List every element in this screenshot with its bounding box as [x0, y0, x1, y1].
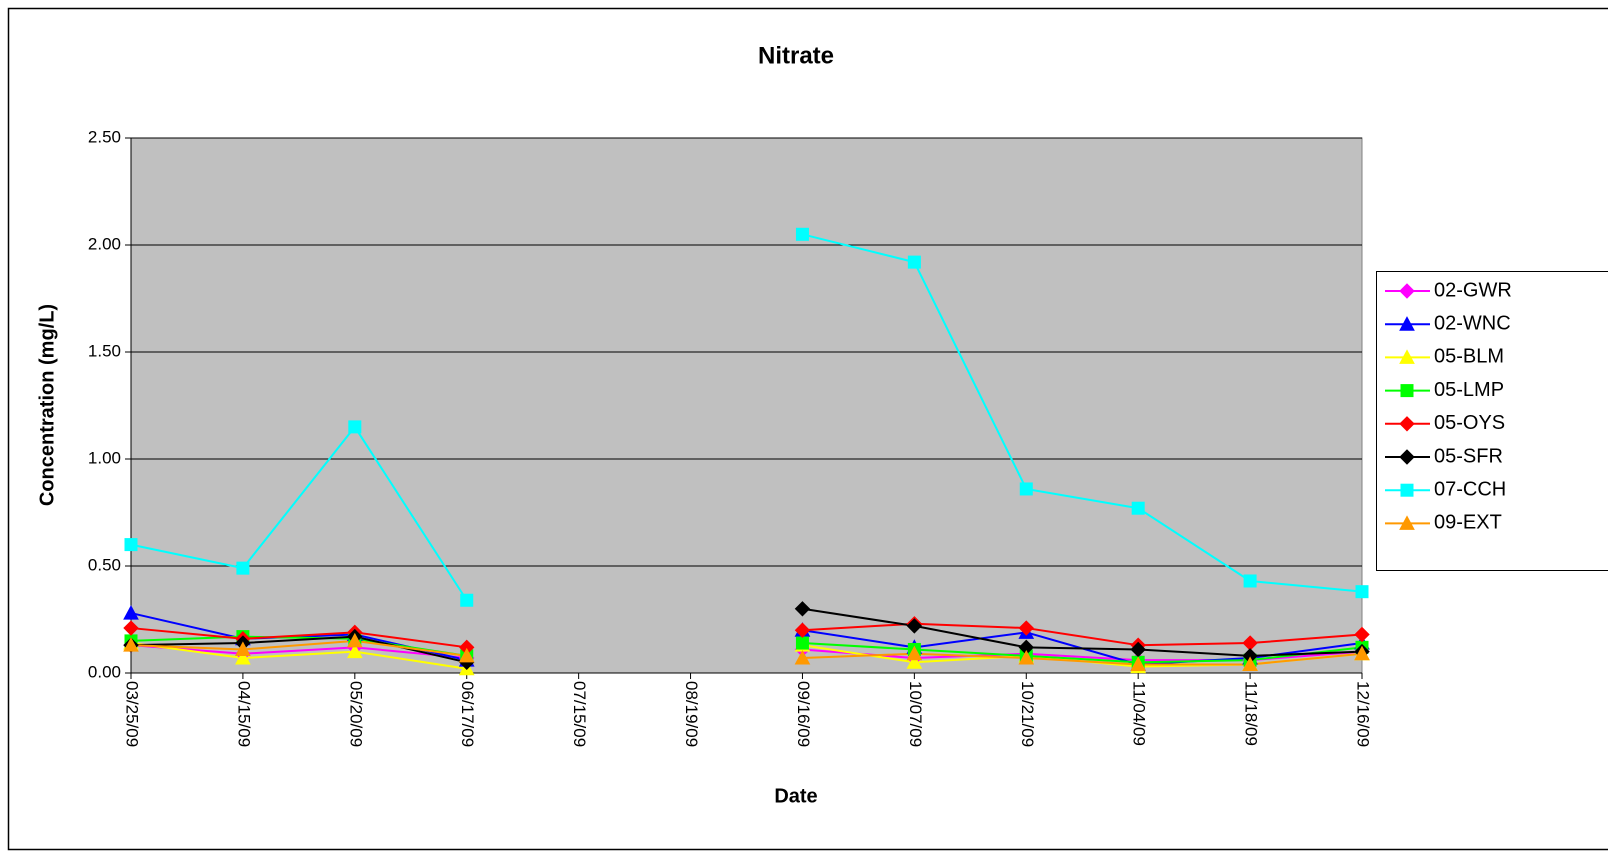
- plot-area: [130, 137, 1363, 674]
- data-point: [1018, 649, 1035, 665]
- x-tick-label: 10/07/09: [906, 681, 925, 747]
- legend-label: 05-OYS: [1434, 412, 1505, 434]
- x-tick-label: 09/16/09: [794, 681, 813, 747]
- chart-title: Nitrate: [758, 42, 834, 69]
- x-tick-label: 05/20/09: [346, 681, 365, 747]
- legend-label: 05-BLM: [1434, 346, 1504, 368]
- legend-marker: [1399, 515, 1415, 530]
- y-tick-label: 2.50: [88, 127, 121, 146]
- x-tick-label: 08/19/09: [682, 681, 701, 747]
- legend-label: 02-WNC: [1434, 312, 1511, 334]
- data-point: [906, 654, 923, 669]
- data-point: [1243, 574, 1257, 588]
- y-tick-label: 0.50: [88, 555, 121, 574]
- x-tick-label: 11/04/09: [1130, 681, 1149, 746]
- data-point: [1130, 656, 1147, 671]
- legend-box: [1376, 271, 1608, 571]
- data-point: [348, 420, 362, 434]
- x-axis-label: Date: [774, 785, 817, 807]
- x-tick-label: 12/16/09: [1354, 681, 1373, 747]
- legend-label: 05-SFR: [1434, 445, 1503, 467]
- data-point: [1355, 585, 1369, 599]
- x-tick-label: 10/21/09: [1018, 681, 1037, 747]
- series-line: [130, 233, 1363, 601]
- legend-marker: [1399, 316, 1415, 331]
- data-point: [794, 622, 811, 638]
- x-tick-label: 07/15/09: [570, 681, 589, 747]
- data-point: [123, 605, 139, 620]
- x-tick-label: 06/17/09: [458, 681, 477, 747]
- data-point: [346, 632, 363, 648]
- y-axis-label: Concentration (mg/L): [36, 304, 58, 506]
- y-tick-label: 1.50: [88, 341, 121, 360]
- legend-label: 09-EXT: [1434, 512, 1502, 534]
- data-point: [458, 647, 475, 663]
- data-point: [794, 601, 811, 617]
- data-point: [795, 227, 809, 241]
- y-tick-label: 2.00: [88, 234, 121, 253]
- legend-label: 02-GWR: [1434, 279, 1512, 301]
- series-line: [130, 639, 1363, 666]
- data-point: [1242, 656, 1258, 671]
- data-point: [794, 649, 811, 665]
- legend-marker: [1399, 449, 1415, 465]
- data-point: [235, 649, 251, 665]
- series-line: [130, 607, 1363, 664]
- data-point: [460, 593, 474, 607]
- legend-label: 05-LMP: [1434, 379, 1504, 401]
- legend-marker: [1400, 483, 1414, 497]
- y-tick-label: 1.00: [88, 448, 121, 467]
- series-line: [130, 635, 1363, 664]
- legend-marker: [1399, 349, 1415, 364]
- x-tick-label: 11/18/09: [1242, 681, 1261, 746]
- data-point: [907, 255, 921, 269]
- x-tick-label: 04/15/09: [234, 681, 253, 747]
- legend-marker: [1399, 416, 1415, 432]
- legend-marker: [1400, 384, 1414, 398]
- data-point: [124, 538, 138, 552]
- series-line: [130, 622, 1363, 649]
- x-tick-label: 03/25/09: [123, 681, 142, 747]
- data-point: [123, 620, 139, 636]
- legend-label: 07-CCH: [1434, 478, 1506, 500]
- data-point: [235, 641, 251, 656]
- data-point: [123, 637, 139, 652]
- legend-marker: [1399, 283, 1415, 299]
- y-tick-label: 0.00: [88, 662, 121, 681]
- data-point: [1131, 501, 1145, 515]
- data-point: [1354, 645, 1370, 661]
- data-point: [906, 618, 923, 634]
- data-point: [795, 636, 809, 650]
- data-point: [1018, 620, 1034, 636]
- data-point: [346, 643, 363, 659]
- data-point: [1019, 482, 1033, 496]
- data-point: [1354, 626, 1370, 643]
- data-point: [236, 561, 250, 575]
- data-point: [906, 645, 923, 661]
